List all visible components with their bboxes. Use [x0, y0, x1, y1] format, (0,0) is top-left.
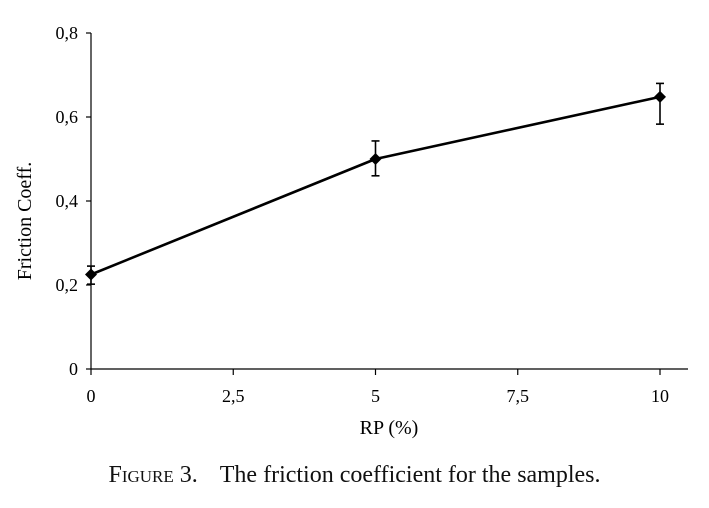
x-tick-label: 2,5	[222, 386, 245, 406]
x-tick-label: 7,5	[507, 386, 530, 406]
y-tick-label: 0,2	[56, 275, 79, 295]
data-point-marker	[85, 268, 97, 281]
x-tick-label: 5	[371, 386, 380, 406]
series	[85, 82, 666, 285]
y-tick-label: 0	[69, 359, 78, 379]
y-tick-label: 0,8	[56, 23, 79, 43]
x-ticks: 0 2,5 5 7,5 10	[87, 369, 669, 406]
y-tick-label: 0,4	[56, 191, 79, 211]
y-ticks: 0 0,2 0,4 0,6 0,8	[56, 23, 91, 379]
y-tick-label: 0,6	[56, 107, 79, 127]
figure-caption-label: Figure 3.	[108, 462, 198, 488]
figure-caption-text: The friction coefficient for the samples…	[219, 462, 601, 488]
y-axis-title: Friction Coeff.	[14, 162, 36, 281]
series-line	[90, 95, 661, 276]
chart: 0 0,2 0,4 0,6 0,8 0 2,5 5 7,5 10 RP (%) Friction…	[14, 23, 688, 439]
figure-caption: Figure 3. The friction coefficient for th…	[0, 462, 709, 489]
x-axis-title: RP (%)	[360, 417, 419, 439]
x-tick-label: 10	[651, 386, 669, 406]
data-point-marker	[654, 90, 666, 103]
data-point-marker	[369, 153, 382, 165]
x-tick-label: 0	[87, 386, 96, 406]
